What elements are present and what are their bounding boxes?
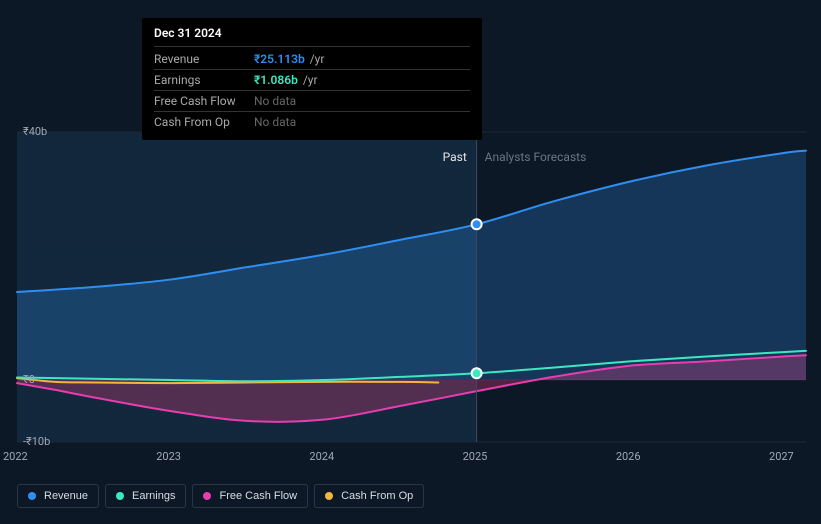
tooltip-row-label: Revenue — [154, 52, 254, 66]
legend-item-label: Revenue — [44, 490, 88, 502]
tooltip-row-label: Cash From Op — [154, 115, 254, 129]
y-axis-label: -₹10b — [23, 435, 50, 448]
tooltip-row-unit: /yr — [303, 73, 318, 87]
legend-dot-icon — [28, 492, 36, 500]
tooltip-title: Dec 31 2024 — [154, 26, 470, 47]
forecast-label: Analysts Forecasts — [485, 150, 587, 164]
tooltip-row-unit: /yr — [310, 52, 325, 66]
legend-item-label: Earnings — [132, 490, 175, 502]
y-axis-label: ₹0 — [23, 373, 35, 386]
tooltip-row: Free Cash FlowNo data — [154, 91, 470, 112]
legend-dot-icon — [325, 492, 333, 500]
legend-item-earnings[interactable]: Earnings — [105, 484, 186, 508]
past-label: Past — [443, 150, 467, 164]
tooltip-row-label: Free Cash Flow — [154, 94, 254, 108]
legend-item-label: Cash From Op — [341, 490, 413, 502]
revenue-marker — [472, 219, 482, 229]
x-axis-label: 2022 — [3, 450, 28, 463]
tooltip-row-nodata: No data — [254, 115, 296, 129]
financial-chart: ₹40b ₹0 -₹10b 2022 2023 2024 2025 2026 2027 Past A… — [0, 0, 821, 524]
tooltip-row: Revenue₹25.113b /yr — [154, 49, 470, 70]
x-axis-label: 2025 — [463, 450, 488, 463]
x-axis-label: 2026 — [616, 450, 641, 463]
tooltip-row-label: Earnings — [154, 73, 254, 87]
legend-item-label: Free Cash Flow — [219, 490, 297, 502]
legend-dot-icon — [116, 492, 124, 500]
tooltip-row-value: ₹1.086b /yr — [254, 73, 318, 87]
tooltip-row: Earnings₹1.086b /yr — [154, 70, 470, 91]
earnings-marker — [472, 368, 482, 378]
tooltip: Dec 31 2024Revenue₹25.113b /yrEarnings₹1… — [142, 18, 482, 140]
tooltip-row-value: ₹25.113b /yr — [254, 52, 324, 66]
x-axis-label: 2024 — [309, 450, 334, 463]
legend-item-revenue[interactable]: Revenue — [17, 484, 99, 508]
legend-item-fcf[interactable]: Free Cash Flow — [192, 484, 308, 508]
legend: Revenue Earnings Free Cash Flow Cash From O… — [17, 484, 424, 508]
tooltip-row-nodata: No data — [254, 94, 296, 108]
legend-dot-icon — [203, 492, 211, 500]
legend-item-cfo[interactable]: Cash From Op — [314, 484, 424, 508]
x-axis-label: 2023 — [156, 450, 181, 463]
tooltip-row: Cash From OpNo data — [154, 112, 470, 132]
y-axis-label: ₹40b — [23, 125, 47, 138]
x-axis-label: 2027 — [769, 450, 794, 463]
